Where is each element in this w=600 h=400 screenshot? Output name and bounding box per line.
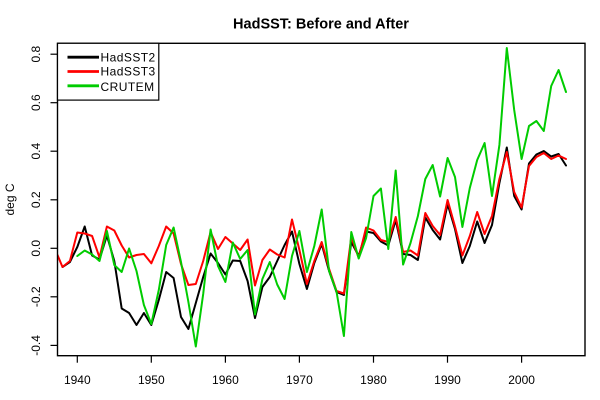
svg-text:HadSST2: HadSST2	[101, 50, 156, 64]
svg-text:1950: 1950	[138, 373, 165, 387]
svg-text:-0.4: -0.4	[29, 335, 43, 356]
svg-text:CRUTEM: CRUTEM	[101, 80, 155, 94]
svg-text:deg C: deg C	[3, 183, 17, 215]
svg-text:1940: 1940	[64, 373, 91, 387]
svg-text:HadSST3: HadSST3	[101, 65, 156, 79]
svg-text:2000: 2000	[508, 373, 535, 387]
svg-text:0.8: 0.8	[29, 46, 43, 63]
svg-text:0.2: 0.2	[29, 191, 43, 208]
svg-text:1970: 1970	[286, 373, 313, 387]
svg-text:HadSST: Before and After: HadSST: Before and After	[233, 17, 409, 33]
svg-text:-0.2: -0.2	[29, 286, 43, 307]
svg-text:1990: 1990	[434, 373, 461, 387]
svg-text:0.4: 0.4	[29, 143, 43, 160]
svg-text:0.0: 0.0	[29, 240, 43, 257]
svg-text:1960: 1960	[212, 373, 239, 387]
svg-text:0.6: 0.6	[29, 94, 43, 111]
svg-text:1980: 1980	[360, 373, 387, 387]
